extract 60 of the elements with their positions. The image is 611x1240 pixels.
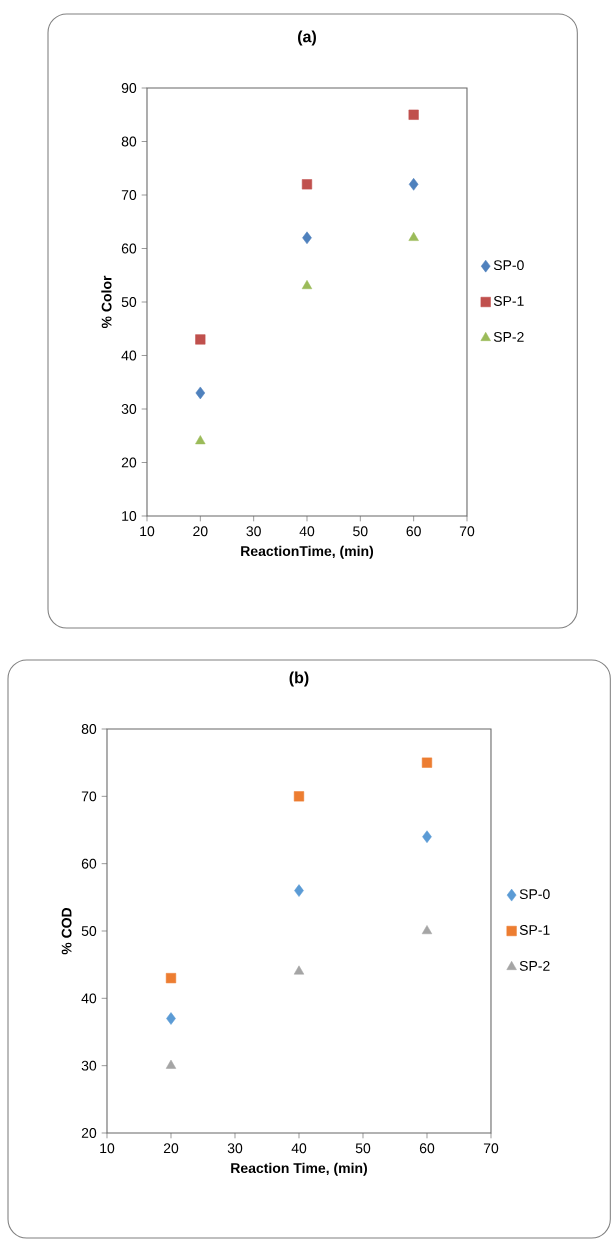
legend-label: SP-1 — [493, 296, 524, 306]
chart-title: (b) — [289, 671, 309, 687]
y-tick-label: 20 — [121, 457, 137, 468]
y-tick-label: 10 — [122, 511, 137, 521]
y-tick-label: 30 — [81, 1060, 97, 1071]
point — [293, 791, 305, 802]
x-tick-label: 70 — [459, 526, 475, 537]
point — [195, 386, 206, 400]
point — [293, 965, 305, 975]
legend-label: SP-0 — [493, 260, 524, 271]
y-tick-label: 70 — [81, 791, 97, 802]
x-tick-label: 60 — [419, 1143, 435, 1154]
point — [421, 925, 433, 935]
y-tick-label: 60 — [121, 243, 137, 254]
y-tick-label: 70 — [121, 190, 137, 200]
point — [195, 334, 206, 345]
x-tick-label: 20 — [193, 526, 208, 537]
point — [165, 973, 177, 984]
point — [165, 1059, 177, 1069]
point — [408, 178, 419, 191]
y-axis-title: % COD — [61, 907, 72, 955]
point — [301, 280, 313, 290]
legend-label: SP-2 — [493, 331, 524, 342]
x-tick-label: 50 — [353, 526, 368, 537]
x-tick-label: 60 — [406, 526, 421, 537]
point — [301, 179, 313, 190]
point — [408, 109, 419, 120]
x-tick-label: 10 — [100, 1143, 115, 1154]
y-tick-label: 60 — [81, 858, 97, 869]
y-tick-label: 40 — [81, 993, 97, 1004]
x-tick-label: 40 — [291, 1143, 307, 1154]
x-tick-label: 40 — [299, 526, 315, 537]
y-axis-title: % Color — [101, 275, 112, 329]
point — [195, 435, 206, 445]
legend-label: SP-0 — [519, 889, 550, 900]
legend-label: SP-2 — [519, 960, 550, 971]
point — [408, 231, 419, 241]
x-tick-label: 70 — [483, 1143, 499, 1154]
x-tick-label: 30 — [227, 1143, 243, 1154]
y-tick-label: 80 — [121, 136, 137, 147]
point — [422, 830, 432, 843]
legend-label: SP-1 — [519, 925, 550, 935]
x-tick-label: 30 — [246, 526, 261, 537]
x-axis-title: Reaction Time, (min) — [231, 1162, 367, 1176]
y-tick-label: 90 — [121, 83, 137, 93]
y-tick-label: 50 — [121, 297, 137, 307]
x-tick-label: 20 — [163, 1143, 179, 1154]
y-tick-label: 20 — [81, 1128, 97, 1138]
chart-title: (a) — [298, 30, 316, 46]
y-tick-label: 40 — [121, 350, 137, 361]
x-axis-title: ReactionTime, (min) — [241, 545, 374, 559]
x-tick-label: 10 — [140, 526, 155, 537]
y-tick-label: 80 — [81, 724, 97, 734]
point — [166, 1012, 176, 1025]
x-tick-label: 50 — [355, 1143, 371, 1154]
y-tick-label: 50 — [81, 926, 97, 936]
y-tick-label: 30 — [121, 404, 137, 414]
point — [421, 757, 433, 768]
point — [302, 231, 312, 245]
point — [294, 884, 304, 897]
